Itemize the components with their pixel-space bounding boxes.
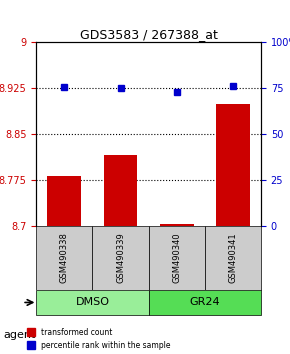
Bar (160, 224, 194, 226)
Text: agent: agent (3, 330, 35, 339)
Text: GSM490341: GSM490341 (229, 233, 238, 283)
Bar (104, 155, 137, 226)
FancyBboxPatch shape (36, 226, 93, 290)
Bar (48, 176, 81, 226)
Text: GR24: GR24 (189, 297, 220, 308)
Text: DMSO: DMSO (75, 297, 109, 308)
FancyBboxPatch shape (148, 290, 261, 315)
FancyBboxPatch shape (36, 290, 148, 315)
Text: GSM490338: GSM490338 (60, 232, 69, 283)
FancyBboxPatch shape (148, 226, 205, 290)
FancyBboxPatch shape (205, 226, 261, 290)
Bar (216, 104, 250, 226)
Title: GDS3583 / 267388_at: GDS3583 / 267388_at (80, 28, 218, 41)
Text: GSM490340: GSM490340 (172, 233, 181, 283)
Legend: transformed count, percentile rank within the sample: transformed count, percentile rank withi… (27, 329, 170, 350)
FancyBboxPatch shape (93, 226, 148, 290)
Text: GSM490339: GSM490339 (116, 233, 125, 283)
